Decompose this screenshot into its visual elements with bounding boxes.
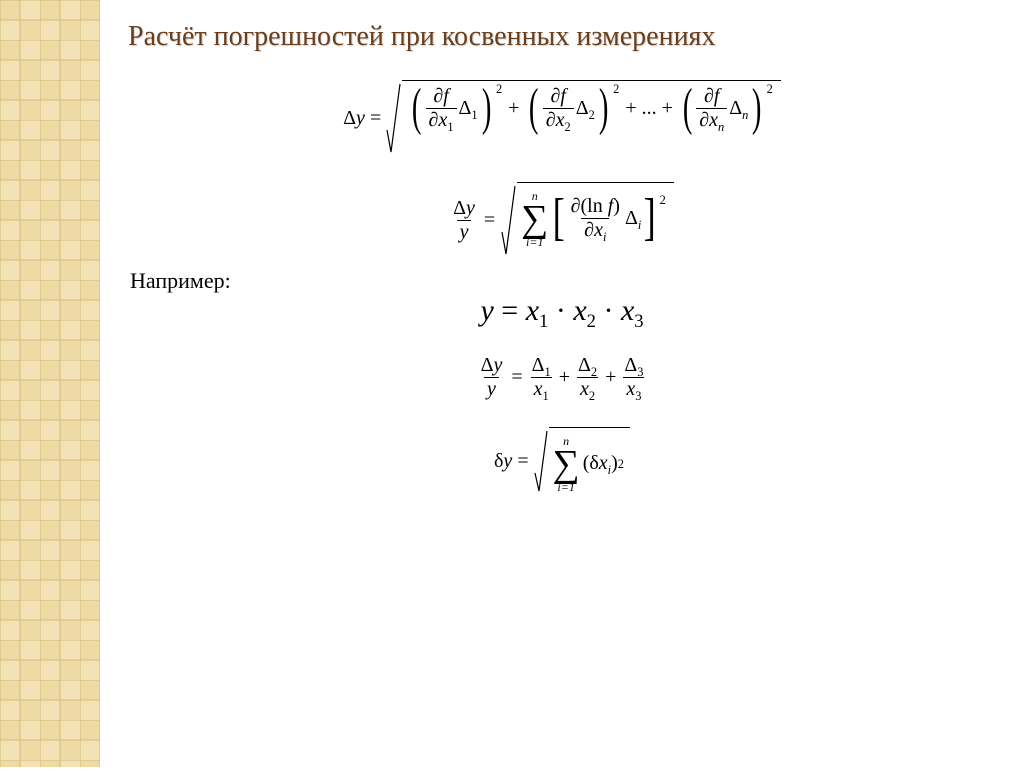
sidebar-pattern [0, 0, 100, 767]
formula-3: y = x1 · x2 · x3 [100, 294, 1024, 328]
formula-1: Δy = ( ∂f∂x1 Δ1 ) 2 + ( [100, 80, 1024, 158]
formula-2: Δyy = n ∑ i=1 [ ∂(ln f)∂xi Δi [100, 182, 1024, 260]
example-label: Например: [100, 268, 1024, 294]
slide-content: Расчёт погрешностей при косвенных измере… [100, 0, 1024, 767]
formula-5: δy = n ∑ i=1 (δxi)2 [100, 427, 1024, 497]
sidebar-svg [0, 0, 100, 767]
page-title: Расчёт погрешностей при косвенных измере… [100, 0, 888, 62]
formula-4: Δyy = Δ1x1 + Δ2x2 + Δ3x3 [100, 354, 1024, 401]
